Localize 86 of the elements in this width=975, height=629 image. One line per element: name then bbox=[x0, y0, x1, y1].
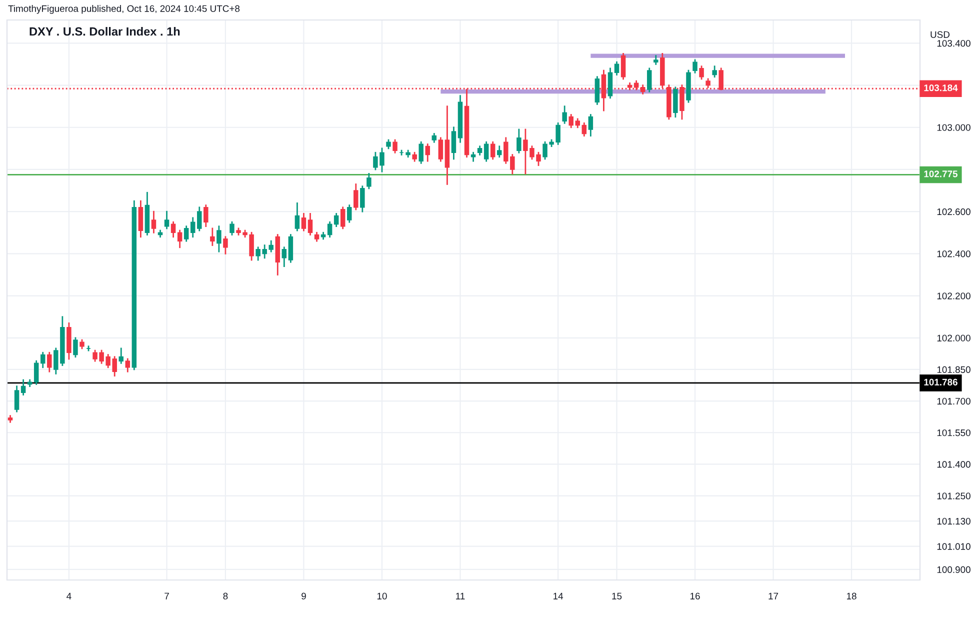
candlestick bbox=[594, 76, 600, 105]
y-tick-label: 102.400 bbox=[937, 250, 970, 258]
x-tick-label: 11 bbox=[456, 592, 465, 600]
ref-line-label: 101.786 bbox=[924, 378, 958, 386]
y-tick-label: 101.850 bbox=[937, 366, 970, 373]
candlestick bbox=[582, 122, 587, 136]
y-tick-label: 102.600 bbox=[937, 208, 970, 216]
candlestick bbox=[588, 114, 594, 136]
candlestick bbox=[366, 172, 372, 190]
candlestick bbox=[334, 212, 339, 228]
y-tick-label: 101.700 bbox=[937, 398, 970, 405]
y-tick-label: 103.400 bbox=[937, 40, 970, 47]
candlestick bbox=[197, 206, 202, 232]
candlestick bbox=[354, 184, 358, 210]
candlestick bbox=[712, 66, 717, 78]
x-tick-label: 7 bbox=[164, 592, 169, 600]
candlestick bbox=[484, 141, 489, 162]
candlestick bbox=[164, 210, 170, 230]
x-tick-label: 10 bbox=[377, 592, 387, 600]
candlestick bbox=[418, 141, 424, 164]
candlestick bbox=[223, 236, 228, 254]
candlestick bbox=[496, 146, 502, 158]
candlestick bbox=[20, 379, 26, 396]
y-tick-label: 101.550 bbox=[937, 429, 970, 436]
candlestick bbox=[190, 217, 196, 238]
y-tick-label: 101.250 bbox=[937, 492, 970, 500]
x-tick-label: 4 bbox=[66, 592, 72, 600]
candlestick bbox=[14, 386, 20, 412]
candlestick bbox=[282, 246, 287, 268]
chart-title: DXY . U.S. Dollar Index . 1h bbox=[30, 27, 180, 36]
candlestick bbox=[40, 352, 46, 368]
candlestick bbox=[308, 212, 313, 236]
candlestick bbox=[125, 358, 130, 372]
x-tick-label: 9 bbox=[302, 592, 306, 600]
candlestick bbox=[184, 226, 189, 242]
candlestick bbox=[47, 352, 52, 372]
y-tick-label: 101.010 bbox=[937, 543, 970, 550]
candlestick bbox=[340, 206, 346, 230]
candlestick bbox=[646, 68, 652, 92]
candlestick bbox=[301, 212, 306, 232]
candlestick bbox=[170, 221, 176, 238]
candlestick bbox=[294, 202, 300, 232]
candlestick bbox=[562, 106, 567, 124]
candlestick bbox=[138, 200, 144, 238]
x-tick-label: 18 bbox=[846, 592, 856, 600]
ref-line-label: 102.775 bbox=[924, 170, 958, 178]
y-tick-label: 101.400 bbox=[937, 461, 970, 468]
candlestick bbox=[230, 221, 234, 236]
candlestick bbox=[490, 141, 496, 160]
y-tick-label: 103.000 bbox=[937, 124, 970, 131]
text: TimothyFigueroa published, Oct 16, 2024 10:45 UTC+8 bbox=[8, 5, 240, 14]
candlestick bbox=[673, 86, 678, 118]
y-tick-label: 101.130 bbox=[937, 518, 970, 525]
candlestick bbox=[327, 221, 332, 238]
candlestick bbox=[73, 337, 78, 358]
candlestick bbox=[451, 126, 456, 160]
candlestick bbox=[34, 360, 39, 385]
candlestick bbox=[360, 186, 365, 212]
candlestick bbox=[438, 137, 444, 162]
candlestick bbox=[216, 226, 222, 252]
candlestick bbox=[210, 228, 215, 246]
candlestick bbox=[614, 61, 620, 76]
candlestick bbox=[425, 144, 430, 162]
candlestick bbox=[177, 230, 182, 248]
candlestick bbox=[692, 59, 698, 74]
ref-line-label: 103.184 bbox=[924, 84, 958, 92]
y-axis-title: USD bbox=[930, 31, 950, 38]
candlestick bbox=[516, 128, 522, 154]
candlestick bbox=[608, 68, 613, 99]
candlestick bbox=[288, 234, 294, 263]
x-tick-label: 15 bbox=[612, 592, 622, 600]
x-tick-label: 8 bbox=[223, 592, 228, 600]
candlestick bbox=[568, 114, 574, 128]
candlestick bbox=[347, 204, 352, 223]
candlestick bbox=[392, 139, 398, 154]
x-tick-label: 14 bbox=[554, 592, 564, 600]
y-tick-label: 102.200 bbox=[937, 292, 970, 300]
y-tick-label: 102.000 bbox=[937, 334, 970, 342]
candlestick bbox=[699, 66, 704, 80]
candlestick bbox=[204, 204, 208, 228]
candlestick bbox=[620, 52, 626, 80]
y-tick-label: 100.900 bbox=[937, 566, 970, 573]
x-tick-label: 16 bbox=[690, 592, 700, 600]
x-tick-label: 17 bbox=[768, 592, 778, 600]
candlestick bbox=[151, 210, 156, 234]
candlestick bbox=[118, 348, 124, 364]
